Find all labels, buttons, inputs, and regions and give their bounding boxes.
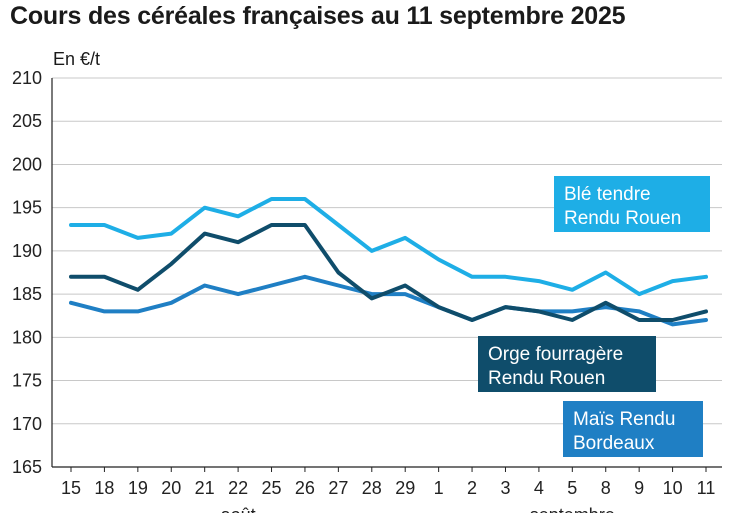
series-label-box — [554, 176, 710, 232]
y-tick-label: 175 — [12, 371, 42, 391]
y-tick-label: 210 — [12, 68, 42, 88]
chart-title: Cours des céréales françaises au 11 sept… — [10, 2, 626, 30]
series-label-box — [478, 336, 656, 392]
x-tick-label: 1 — [434, 478, 444, 498]
x-tick-label: 11 — [697, 478, 716, 498]
y-tick-label: 200 — [12, 154, 42, 174]
series-line-2 — [69, 274, 708, 327]
x-tick-label: 21 — [195, 478, 215, 498]
y-tick-label: 195 — [12, 198, 42, 218]
series-label-text: Rendu Rouen — [488, 368, 605, 389]
series-line-0 — [69, 197, 708, 297]
y-tick-label: 180 — [12, 327, 42, 347]
series-label-box — [563, 401, 703, 457]
series-label-text: Orge fourragère — [488, 344, 623, 365]
y-tick-label: 185 — [12, 284, 42, 304]
x-tick-label: 3 — [500, 478, 510, 498]
series-label-0: Blé tendre Rendu Rouen — [554, 176, 710, 232]
series-label-text: Blé tendre — [564, 184, 651, 205]
x-tick-label: 19 — [128, 478, 148, 498]
x-tick-label: 10 — [663, 478, 683, 498]
y-tick-labels: 165 170 175 180 185 190 195 200 205 210 — [12, 68, 42, 477]
x-tick-label: 25 — [262, 478, 282, 498]
x-tick-label: 5 — [567, 478, 577, 498]
y-axis-unit-label: En €/t — [53, 49, 101, 69]
series-label-text: Maïs Rendu — [573, 409, 675, 430]
x-tick-label: 18 — [94, 478, 114, 498]
y-tick-label: 205 — [12, 111, 42, 131]
x-tick-label: 22 — [228, 478, 248, 498]
series-lines — [69, 197, 708, 327]
x-tick-label: 8 — [601, 478, 611, 498]
month-label: septembre — [530, 505, 615, 513]
series-line-1 — [69, 223, 708, 322]
series-labels: Blé tendre Rendu Rouen Orge fourragère Rend… — [478, 176, 710, 457]
series-label-text: Bordeaux — [573, 433, 655, 454]
month-label: août — [221, 505, 256, 513]
x-tick-label: 29 — [395, 478, 415, 498]
y-tick-label: 190 — [12, 241, 42, 261]
x-tick-labels: 15 18 19 20 21 22 25 26 27 28 29 1 2 3 4 5 8 9 10 11 — [61, 467, 715, 498]
series-label-1: Orge fourragère Rendu Rouen — [478, 336, 656, 392]
grid-lines — [51, 77, 722, 468]
x-tick-label: 15 — [61, 478, 81, 498]
x-tick-label: 27 — [328, 478, 348, 498]
x-tick-label: 2 — [467, 478, 477, 498]
x-tick-label: 20 — [161, 478, 181, 498]
y-tick-label: 170 — [12, 414, 42, 434]
series-label-2: Maïs Rendu Bordeaux — [563, 401, 703, 457]
month-labels: août septembre — [221, 505, 615, 513]
x-tick-label: 9 — [634, 478, 644, 498]
x-tick-label: 26 — [295, 478, 315, 498]
x-tick-label: 28 — [362, 478, 382, 498]
x-tick-label: 4 — [534, 478, 544, 498]
series-label-text: Rendu Rouen — [564, 208, 681, 229]
y-tick-label: 165 — [12, 457, 42, 477]
